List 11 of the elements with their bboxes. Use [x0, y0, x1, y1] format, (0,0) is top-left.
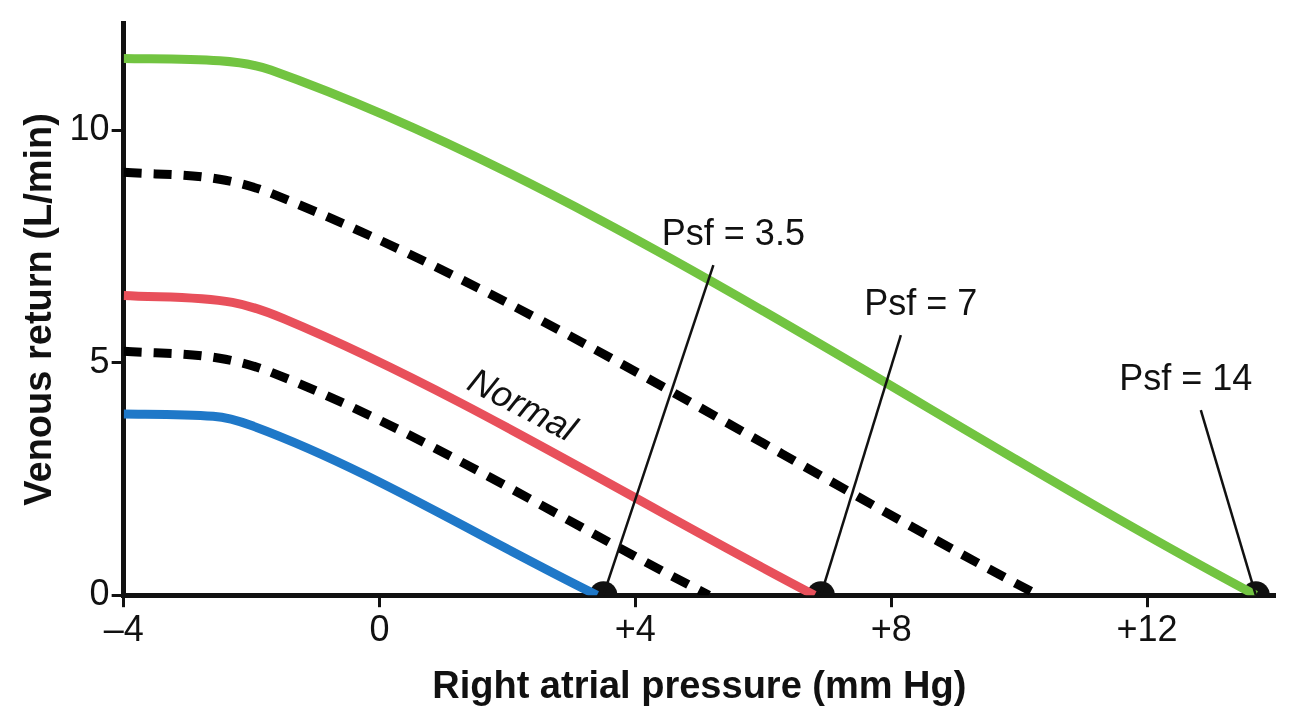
y-tick-label: 10 — [69, 107, 110, 149]
y-axis-title: Venous return (L/min) — [17, 113, 60, 506]
x-tick-label: +4 — [614, 607, 656, 649]
x-tick-label: +8 — [870, 607, 912, 649]
x-tick-label: +12 — [1116, 607, 1178, 649]
x-axis-title: Right atrial pressure (mm Hg) — [432, 663, 967, 706]
x-tick-label: 0 — [369, 607, 390, 649]
y-tick-label: 5 — [89, 339, 110, 381]
annotation: Psf = 7 — [864, 282, 978, 324]
annotation: Psf = 14 — [1119, 357, 1253, 399]
annotation: Psf = 3.5 — [661, 212, 805, 254]
